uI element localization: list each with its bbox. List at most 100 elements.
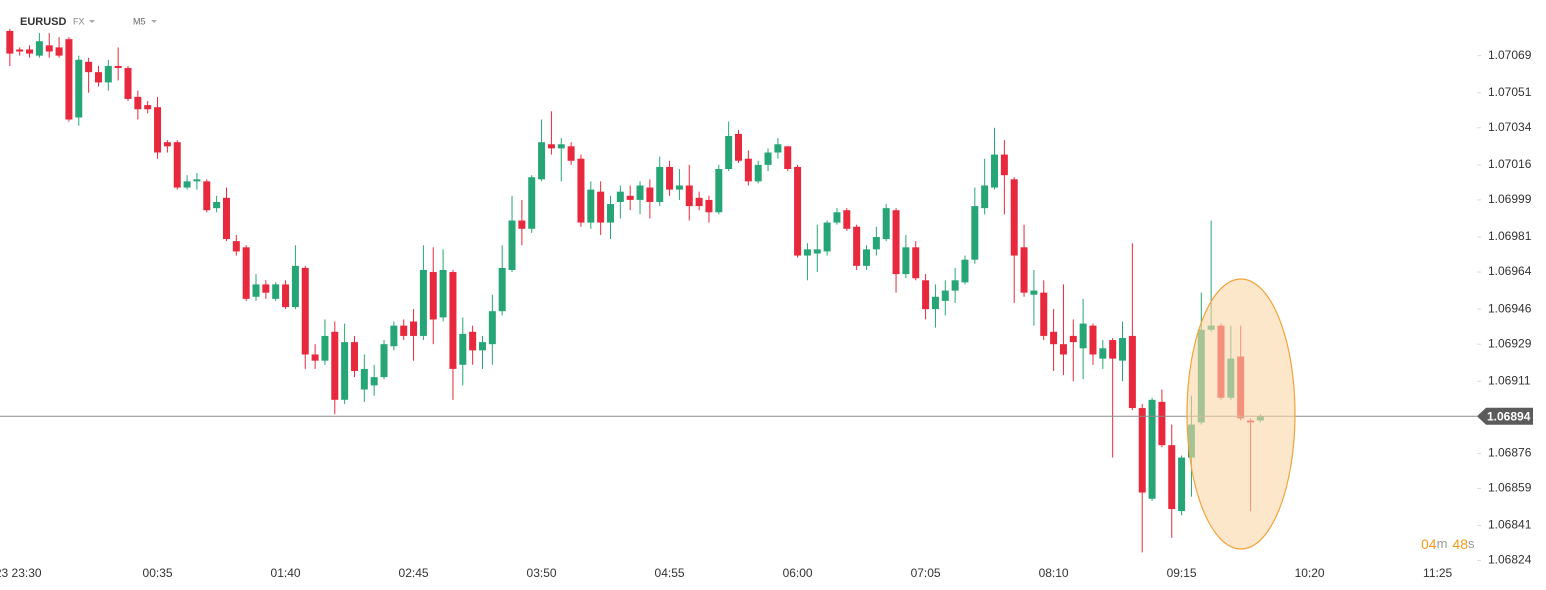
x-tick-label: 02:45	[399, 566, 429, 580]
candle-body	[282, 284, 290, 308]
countdown: 04m 48s	[1421, 536, 1475, 552]
x-tick-label: 09:15	[1167, 566, 1197, 580]
candle-body	[685, 185, 693, 207]
countdown-minutes-unit: m	[1437, 536, 1448, 551]
candle-body	[833, 212, 841, 223]
y-tick-label: 1.06824	[1488, 553, 1532, 567]
candle-body	[1010, 179, 1018, 256]
countdown-seconds-unit: s	[1468, 536, 1475, 551]
candle-body	[951, 280, 959, 291]
candle-body	[16, 49, 24, 52]
candle-body	[636, 185, 644, 200]
candle-body	[1040, 292, 1048, 336]
candle-body	[754, 164, 762, 182]
candle-body	[272, 284, 280, 299]
candle-body	[1109, 340, 1117, 359]
y-tick-label: 1.06859	[1488, 481, 1532, 495]
candle-body	[163, 142, 171, 147]
y-tick-label: 1.06946	[1488, 301, 1532, 315]
candle-body	[360, 368, 368, 390]
candle-body	[616, 191, 624, 202]
candle-body	[626, 195, 634, 200]
candle-body	[449, 272, 457, 369]
current-price-tag	[1477, 407, 1533, 425]
candle-body	[1119, 337, 1127, 361]
candle-body	[144, 105, 152, 110]
candle-body	[222, 197, 230, 240]
candle-body	[1000, 154, 1008, 176]
candle-body	[331, 331, 339, 400]
candle-body	[469, 331, 477, 351]
candle-body	[301, 267, 309, 355]
candle-body	[872, 237, 880, 250]
candle-body	[803, 249, 811, 256]
candle-body	[725, 136, 733, 169]
x-tick-label: 10:20	[1295, 566, 1325, 580]
candle-body	[863, 249, 871, 266]
countdown-minutes: 04	[1421, 536, 1437, 552]
candle-body	[1059, 344, 1067, 355]
market-dropdown[interactable]	[89, 20, 95, 23]
y-tick-label: 1.06841	[1488, 518, 1532, 532]
candle-body	[597, 191, 605, 223]
candle-body	[823, 222, 831, 252]
candle-body	[1089, 325, 1097, 355]
candle-body	[961, 259, 969, 283]
current-price-label: 1.06894	[1487, 409, 1531, 423]
candle-body	[991, 154, 999, 188]
candle-body	[1138, 408, 1146, 493]
x-tick-label: 03:50	[527, 566, 557, 580]
symbol[interactable]: EURUSD	[20, 16, 67, 28]
candle-body	[853, 226, 861, 266]
candle-body	[94, 72, 102, 83]
candle-body	[557, 144, 565, 149]
candle-body	[715, 168, 723, 213]
candle-body	[528, 177, 536, 229]
candle-body	[902, 247, 910, 275]
candle-body	[744, 158, 752, 182]
y-tick-label: 1.06929	[1488, 336, 1532, 350]
candle-body	[1030, 290, 1038, 295]
candle-body	[646, 187, 654, 202]
y-tick-label: 1.07069	[1488, 48, 1532, 62]
candle-body	[1158, 401, 1166, 446]
candle-body	[321, 335, 329, 361]
candle-body	[183, 181, 191, 188]
candle-body	[498, 267, 506, 312]
y-tick-label: 1.06981	[1488, 229, 1532, 243]
x-tick-label: 04:55	[655, 566, 685, 580]
candle-body	[675, 185, 683, 190]
interval-dropdown[interactable]	[151, 20, 157, 23]
candle-body	[567, 146, 575, 161]
candle-body	[114, 65, 122, 69]
candle-body	[390, 325, 398, 347]
candle-body	[370, 377, 378, 386]
candle-body	[1079, 323, 1087, 349]
candle-body	[478, 342, 486, 351]
candle-body	[1128, 335, 1136, 409]
y-tick-label: 1.06911	[1488, 373, 1531, 387]
candle-body	[400, 325, 408, 336]
candle-body	[606, 204, 614, 223]
market: FX	[73, 16, 85, 26]
x-tick-label: 08:10	[1039, 566, 1069, 580]
y-tick-label: 1.06964	[1488, 264, 1532, 278]
candle-body	[291, 265, 299, 308]
candle-body	[65, 39, 73, 120]
candle-body	[1148, 399, 1156, 499]
x-tick-label: 11:25	[1423, 566, 1452, 580]
y-tick-label: 1.06876	[1488, 446, 1532, 460]
candle-body	[882, 208, 890, 240]
candle-body	[154, 107, 162, 153]
candle-body	[1020, 247, 1028, 293]
candle-body	[173, 142, 181, 188]
candle-body	[774, 144, 782, 153]
candle-body	[912, 247, 920, 279]
candle-body	[587, 189, 595, 223]
candle-body	[922, 280, 930, 310]
candle-body	[45, 45, 53, 52]
candle-body	[1069, 335, 1077, 343]
